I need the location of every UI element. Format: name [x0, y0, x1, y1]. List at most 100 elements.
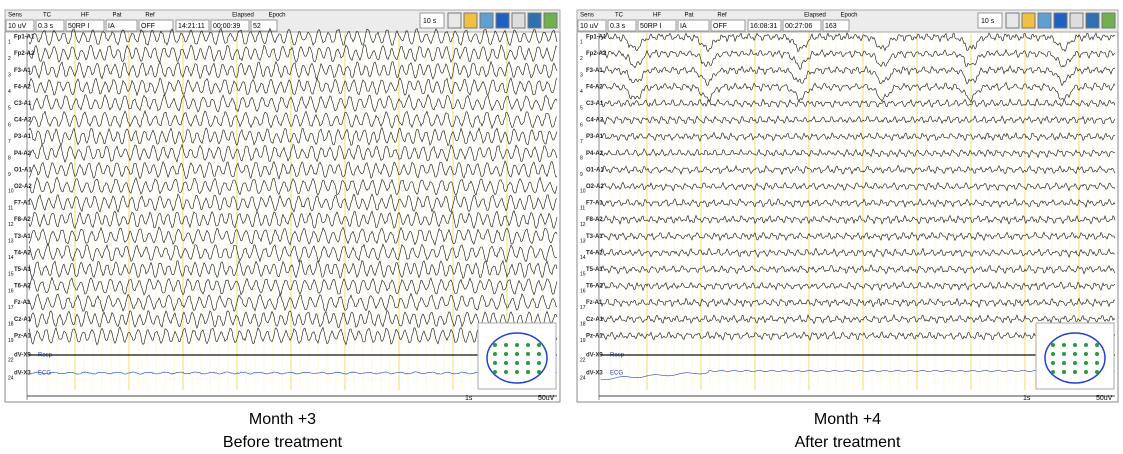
channel-label: O1-A1 — [14, 167, 32, 173]
toolbar-icon[interactable] — [447, 12, 462, 29]
timebase-select[interactable] — [419, 12, 445, 29]
toolbar-field[interactable] — [577, 19, 607, 32]
channel-number: 12 — [580, 222, 586, 228]
channel-label: T4-A2 — [586, 250, 603, 256]
eeg-trace — [600, 214, 1116, 225]
electrode — [515, 370, 519, 374]
toolbar-icon[interactable] — [511, 12, 526, 29]
toolbar-value: OFF — [713, 23, 727, 30]
eeg-trace — [28, 193, 558, 213]
eeg-trace — [28, 209, 558, 229]
channel-label: dV-X3 — [586, 371, 603, 377]
channel-label: O2-A2 — [14, 184, 32, 190]
toolbar-field[interactable] — [105, 19, 138, 32]
channel-number: 5 — [8, 106, 11, 112]
toolbar-field[interactable] — [637, 19, 677, 32]
eeg-trace — [600, 281, 1116, 292]
eeg-trace — [600, 264, 1116, 275]
toolbar-field — [175, 19, 210, 32]
toolbar-field[interactable] — [35, 19, 65, 32]
toolbar-icon[interactable] — [463, 12, 478, 29]
toolbar-icon[interactable] — [1085, 12, 1100, 29]
eeg-panel: Sens TC HF Pat Ref Elapsed Epoch 10 uV 0.3 s 50RP… — [576, 9, 1119, 451]
channel-label: F7-A1 — [14, 201, 31, 207]
channel-label: Fp1-A1 — [586, 35, 607, 41]
toolbar-field — [210, 19, 250, 32]
toolbar-header: Ref — [717, 13, 727, 19]
toolbar-field[interactable] — [5, 19, 35, 32]
eeg-trace — [28, 93, 558, 114]
eeg-trace — [28, 309, 558, 330]
channel-label: dV-X9 — [586, 353, 603, 359]
electrode — [1073, 361, 1077, 365]
channel-number: 2 — [8, 56, 11, 62]
eeg-trace — [600, 115, 1116, 125]
toolbar-icon[interactable] — [1037, 12, 1052, 29]
toolbar-field[interactable] — [710, 19, 746, 32]
channel-label: F8-A2 — [14, 217, 31, 223]
channel-number: 4 — [8, 89, 11, 95]
eeg-trace — [600, 297, 1116, 308]
toolbar-icon[interactable] — [1053, 12, 1068, 29]
scale-amp: 50uV — [538, 395, 555, 402]
toolbar-value: 50RP I — [68, 23, 89, 30]
head-outline — [1044, 332, 1106, 384]
channel-label: T3-A1 — [586, 234, 603, 240]
channel-number: 15 — [580, 272, 586, 278]
electrode — [1084, 361, 1088, 365]
eeg-trace — [600, 48, 1116, 70]
eeg-trace — [28, 44, 558, 63]
electrode — [1062, 343, 1066, 347]
toolbar-header: Pat — [684, 13, 693, 19]
channel-number: 5 — [580, 106, 583, 112]
channel-number: 8 — [580, 156, 583, 162]
toolbar-field[interactable] — [677, 19, 710, 32]
toolbar-field[interactable] — [607, 19, 637, 32]
toolbar-icon[interactable] — [495, 12, 510, 29]
channel-number: 15 — [8, 272, 14, 278]
toolbar-field[interactable] — [65, 19, 105, 32]
toolbar-header: TC — [615, 13, 624, 19]
channel-number: 9 — [8, 172, 11, 178]
channel-label: P3-A1 — [14, 134, 32, 140]
toolbar-icon[interactable] — [1069, 12, 1084, 29]
electrode — [1073, 370, 1077, 374]
electrode — [493, 370, 497, 374]
channel-number: 24 — [8, 375, 14, 381]
toolbar-icon[interactable] — [543, 12, 558, 29]
toolbar-icon[interactable] — [479, 12, 494, 29]
toolbar-value: 00:27:06 — [785, 23, 812, 30]
toolbar-field[interactable] — [138, 19, 174, 32]
timebase-select[interactable] — [977, 12, 1003, 29]
channel-number: 13 — [8, 239, 14, 245]
channel-label: dV-X9 — [14, 353, 31, 359]
electrode — [515, 352, 519, 356]
eeg-trace — [600, 32, 1116, 53]
channel-number: 1 — [580, 39, 583, 45]
channel-number: 16 — [580, 288, 586, 294]
toolbar-icon[interactable] — [527, 12, 542, 29]
channel-label: Cz-A1 — [586, 317, 604, 323]
eeg-trace — [28, 259, 558, 279]
channel-label: dV-X3 — [14, 371, 31, 377]
channel-number: 3 — [8, 73, 11, 79]
eeg-trace — [28, 143, 558, 164]
caption: Before treatment — [223, 434, 343, 451]
toolbar-icon[interactable] — [1021, 12, 1036, 29]
channel-number: 14 — [8, 255, 14, 261]
eeg-trace — [28, 109, 558, 130]
eeg-trace — [28, 226, 558, 246]
eeg-trace — [28, 77, 558, 97]
channel-label: P3-A1 — [586, 134, 604, 140]
channel-number: 13 — [580, 239, 586, 245]
channel-number: 6 — [8, 122, 11, 128]
electrode — [537, 370, 541, 374]
toolbar-icon[interactable] — [1101, 12, 1116, 29]
channel-number: 11 — [580, 205, 585, 211]
channel-number: 17 — [8, 305, 14, 311]
electrode — [537, 352, 541, 356]
toolbar-icon[interactable] — [1005, 12, 1020, 29]
channel-number: 3 — [580, 73, 583, 79]
electrode — [515, 361, 519, 365]
channel-number: 8 — [8, 156, 11, 162]
